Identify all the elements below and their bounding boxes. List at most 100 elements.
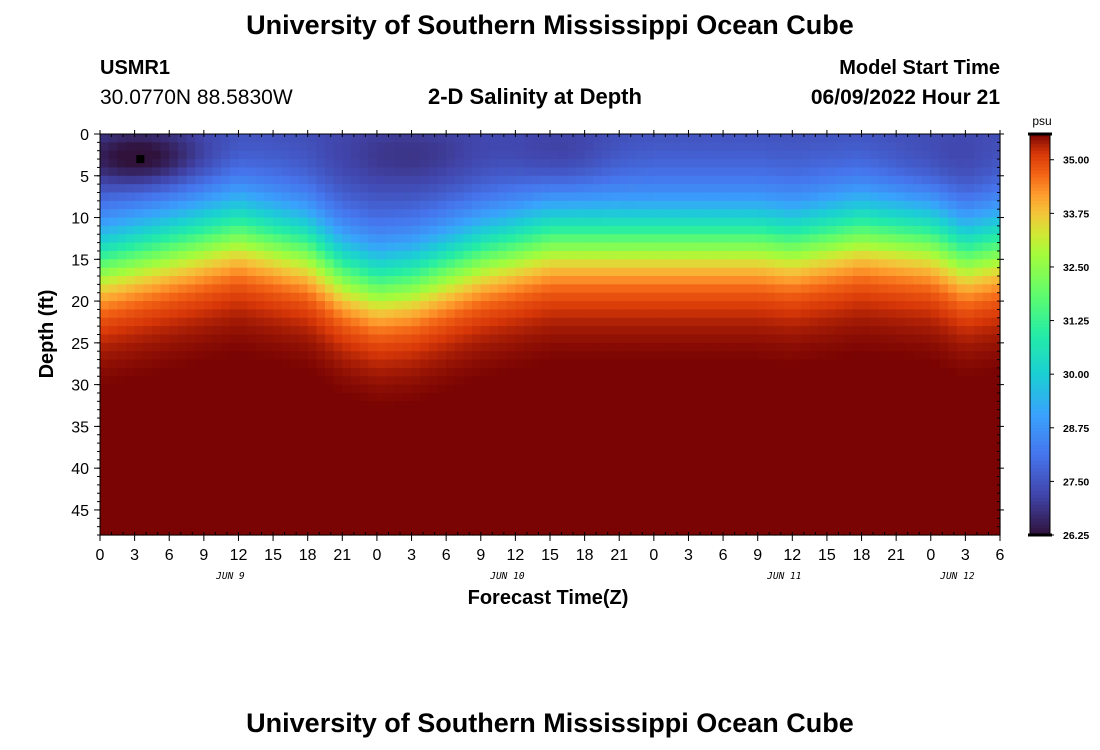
- heatmap-cell: [896, 134, 906, 143]
- heatmap-cell: [930, 376, 941, 386]
- heatmap-cell: [835, 426, 845, 436]
- heatmap-cell: [948, 351, 958, 361]
- heatmap-cell: [125, 301, 136, 311]
- heatmap-cell: [887, 451, 897, 461]
- heatmap-cell: [593, 351, 603, 361]
- heatmap-cell: [861, 459, 871, 469]
- heatmap-cell: [619, 501, 629, 511]
- heatmap-cell: [896, 468, 906, 478]
- heatmap-cell: [991, 418, 1001, 427]
- heatmap-cell: [835, 142, 845, 152]
- heatmap-cell: [376, 309, 387, 319]
- heatmap-cell: [723, 250, 733, 260]
- heatmap-cell: [567, 242, 577, 252]
- heatmap-cell: [627, 267, 638, 277]
- heatmap-cell: [861, 426, 871, 436]
- heatmap-cell: [169, 509, 179, 519]
- heatmap-cell: [948, 367, 958, 377]
- heatmap-cell: [463, 142, 473, 152]
- heatmap-cell: [273, 392, 283, 402]
- heatmap-cell: [835, 476, 845, 486]
- heatmap-cell: [775, 175, 785, 185]
- heatmap-cell: [705, 409, 716, 419]
- heatmap-cell: [619, 159, 629, 169]
- heatmap-cell: [922, 276, 932, 285]
- heatmap-cell: [636, 526, 646, 536]
- heatmap-cell: [948, 326, 958, 336]
- heatmap-cell: [723, 334, 733, 344]
- heatmap-cell: [930, 267, 941, 277]
- heatmap-cell: [195, 150, 205, 160]
- heatmap-cell: [844, 276, 854, 285]
- heatmap-cell: [705, 384, 716, 394]
- heatmap-cell: [939, 317, 949, 327]
- heatmap-cell: [489, 359, 499, 369]
- heatmap-cell: [273, 342, 283, 352]
- heatmap-cell: [108, 184, 118, 194]
- heatmap-cell: [333, 409, 343, 419]
- heatmap-cell: [428, 342, 439, 352]
- heatmap-cell: [316, 451, 326, 461]
- heatmap-cell: [247, 359, 257, 369]
- heatmap-cell: [991, 342, 1001, 352]
- heatmap-cell: [619, 392, 629, 402]
- heatmap-cell: [991, 175, 1001, 185]
- heatmap-cell: [749, 259, 759, 269]
- heatmap-cell: [766, 167, 776, 177]
- heatmap-cell: [212, 451, 222, 461]
- heatmap-cell: [290, 459, 300, 469]
- heatmap-cell: [273, 476, 283, 486]
- heatmap-cell: [480, 284, 491, 294]
- heatmap-cell: [688, 184, 698, 194]
- heatmap-cell: [896, 359, 906, 369]
- heatmap-cell: [974, 217, 984, 227]
- heatmap-cell: [541, 175, 551, 185]
- heatmap-cell: [420, 234, 430, 244]
- heatmap-cell: [601, 292, 612, 302]
- heatmap-cell: [290, 501, 300, 511]
- heatmap-cell: [238, 159, 248, 169]
- heatmap-cell: [896, 409, 906, 419]
- heatmap-cell: [325, 225, 335, 235]
- heatmap-cell: [333, 192, 343, 202]
- heatmap-cell: [965, 459, 975, 469]
- heatmap-cell: [221, 159, 231, 169]
- heatmap-cell: [965, 376, 975, 386]
- heatmap-cell: [368, 509, 378, 519]
- heatmap-cell: [420, 484, 430, 494]
- heatmap-cell: [584, 326, 594, 336]
- heatmap-cell: [333, 167, 343, 177]
- heatmap-cell: [653, 359, 664, 369]
- heatmap-cell: [264, 317, 274, 327]
- heatmap-cell: [800, 426, 811, 436]
- heatmap-cell: [264, 509, 274, 519]
- heatmap-cell: [203, 501, 214, 511]
- heatmap-cell: [783, 159, 793, 169]
- heatmap-cell: [273, 134, 283, 143]
- heatmap-cell: [151, 509, 162, 519]
- heatmap-cell: [195, 217, 205, 227]
- heatmap-cell: [636, 443, 646, 453]
- heatmap-cell: [939, 518, 949, 528]
- heatmap-cell: [619, 142, 629, 152]
- heatmap-cell: [541, 384, 551, 394]
- heatmap-cell: [878, 242, 889, 252]
- heatmap-cell: [844, 134, 854, 143]
- heatmap-cell: [723, 459, 733, 469]
- heatmap-cell: [575, 334, 586, 344]
- heatmap-cell: [108, 175, 118, 185]
- heatmap-cell: [229, 192, 240, 202]
- heatmap-cell: [757, 526, 767, 536]
- heatmap-cell: [498, 476, 508, 486]
- heatmap-cell: [645, 342, 655, 352]
- heatmap-cell: [532, 217, 542, 227]
- heatmap-cell: [125, 284, 136, 294]
- heatmap-cell: [766, 292, 776, 302]
- heatmap-cell: [420, 142, 430, 152]
- heatmap-cell: [290, 418, 300, 427]
- heatmap-cell: [342, 443, 352, 453]
- heatmap-cell: [515, 292, 525, 302]
- heatmap-cell: [991, 242, 1001, 252]
- heatmap-cell: [489, 484, 499, 494]
- heatmap-cell: [359, 159, 369, 169]
